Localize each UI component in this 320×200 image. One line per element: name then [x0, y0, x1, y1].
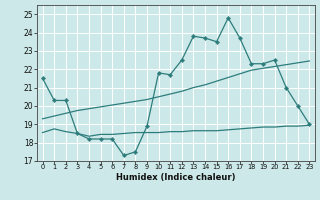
X-axis label: Humidex (Indice chaleur): Humidex (Indice chaleur): [116, 173, 236, 182]
